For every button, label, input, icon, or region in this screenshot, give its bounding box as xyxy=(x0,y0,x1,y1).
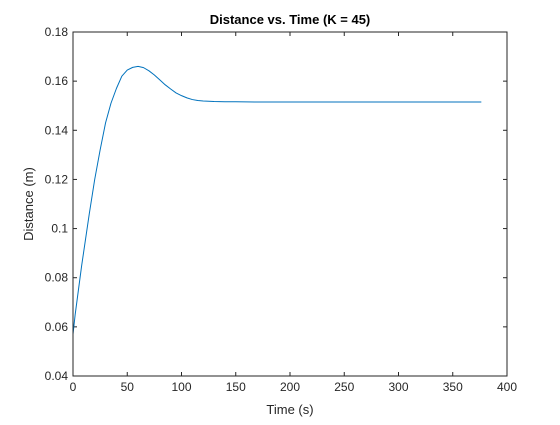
y-tick-label: 0.18 xyxy=(45,25,69,39)
y-tick-label: 0.04 xyxy=(45,369,69,383)
x-tick-label: 400 xyxy=(497,380,517,394)
x-tick-label: 300 xyxy=(388,380,408,394)
plot-background xyxy=(73,32,507,376)
x-tick-label: 350 xyxy=(443,380,463,394)
x-tick-label: 200 xyxy=(280,380,300,394)
tick-labels: 0 50 100 150 200 250 300 350 400 0.04 0.06 0.08 0.1 0… xyxy=(45,25,518,394)
y-tick-label: 0.12 xyxy=(45,172,69,186)
series-layer xyxy=(72,65,482,335)
series-line xyxy=(72,65,482,335)
y-tick-label: 0.08 xyxy=(45,271,69,285)
axes-box xyxy=(72,31,508,377)
y-axis-label: Distance (m) xyxy=(21,167,36,241)
x-tick-label: 0 xyxy=(70,380,77,394)
chart-title: Distance vs. Time (K = 45) xyxy=(210,12,371,27)
x-tick-label: 250 xyxy=(334,380,354,394)
x-tick-label: 50 xyxy=(121,380,135,394)
x-tick-label: 150 xyxy=(226,380,246,394)
x-tick-label: 100 xyxy=(171,380,191,394)
x-axis-label: Time (s) xyxy=(266,402,313,417)
y-tick-label: 0.1 xyxy=(51,222,68,236)
y-tick-label: 0.06 xyxy=(45,320,69,334)
y-tick-label: 0.16 xyxy=(45,74,69,88)
y-tick-label: 0.14 xyxy=(45,123,69,137)
